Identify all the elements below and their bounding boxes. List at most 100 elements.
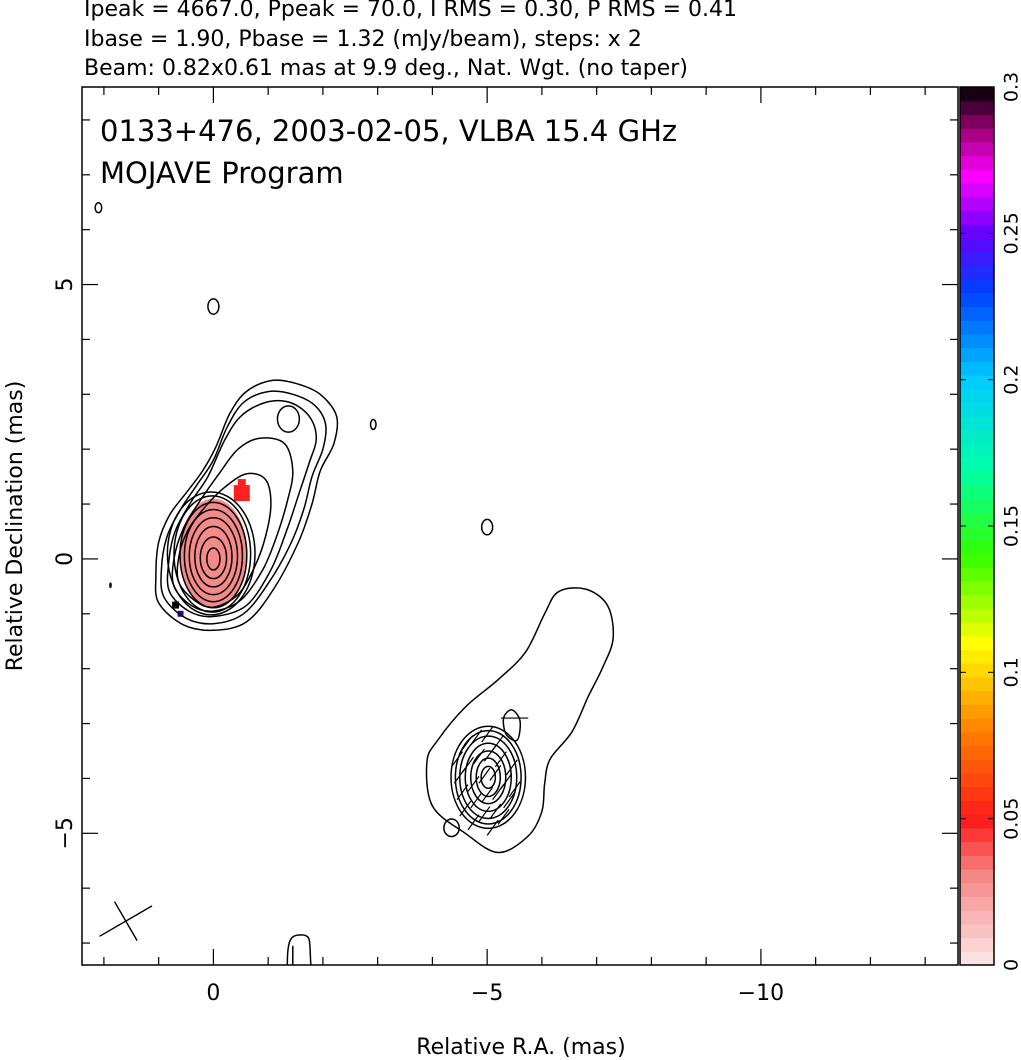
colorbar-segment bbox=[960, 402, 994, 417]
colorbar-segment bbox=[960, 800, 994, 815]
colorbar-segments bbox=[960, 87, 994, 966]
colorbar-segment bbox=[960, 183, 994, 198]
core-contour bbox=[183, 508, 244, 603]
header-line-3: Beam: 0.82x0.61 mas at 9.9 deg., Nat. Wg… bbox=[84, 56, 688, 81]
colorbar-segment bbox=[960, 622, 994, 637]
colorbar-segment bbox=[960, 306, 994, 321]
colorbar-segment bbox=[960, 745, 994, 760]
colorbar-segment bbox=[960, 827, 994, 843]
core-contour bbox=[199, 536, 228, 580]
colorbar-segment bbox=[960, 457, 994, 472]
polarized-core-region bbox=[179, 498, 248, 609]
jet-contour bbox=[160, 390, 327, 625]
knot-contour bbox=[480, 765, 497, 790]
evpa-vector bbox=[459, 737, 472, 754]
y-tick-label: 5 bbox=[53, 278, 78, 292]
colorbar-segment bbox=[960, 196, 994, 212]
evpa-vector bbox=[489, 803, 502, 820]
colorbar-tick-label: 0.2 bbox=[1001, 365, 1021, 395]
evpa-vector bbox=[462, 756, 474, 773]
header-line-2: Ibase = 1.90, Pbase = 1.32 (mJy/beam), s… bbox=[84, 27, 642, 52]
outer-contour-component bbox=[425, 587, 615, 854]
colorbar-segment bbox=[960, 731, 994, 747]
colorbar-segment bbox=[960, 841, 994, 856]
colorbar-segment bbox=[960, 347, 994, 362]
y-tick-label: −5 bbox=[53, 817, 78, 849]
contour-layer bbox=[94, 202, 615, 965]
knot-contour bbox=[464, 742, 512, 813]
polarization-layer bbox=[172, 479, 250, 617]
contour-island bbox=[480, 518, 494, 536]
colorbar-tick-label: 0.1 bbox=[1001, 657, 1021, 687]
beam-minor-axis bbox=[113, 901, 138, 941]
colorbar-segment bbox=[960, 663, 994, 678]
header-line-1: Ipeak = 4667.0, Ppeak = 70.0, I RMS = 0.… bbox=[84, 0, 737, 22]
colorbar-segment bbox=[960, 814, 994, 829]
polarization-edge-pixel bbox=[172, 601, 180, 609]
jet-contour bbox=[154, 379, 339, 632]
evpa-vector bbox=[467, 776, 480, 792]
colorbar-segment bbox=[960, 855, 994, 870]
y-axis-label: Relative Declination (mas) bbox=[3, 381, 28, 672]
colorbar-segment bbox=[960, 526, 994, 541]
plot-frame bbox=[81, 86, 959, 966]
evpa-vector bbox=[467, 814, 480, 831]
colorbar-segment bbox=[960, 718, 994, 733]
evpa-vector bbox=[459, 800, 472, 817]
knot-contour bbox=[450, 725, 527, 830]
colorbar-segment bbox=[960, 265, 994, 280]
colorbar-segment bbox=[960, 237, 994, 253]
colorbar-segment bbox=[960, 580, 994, 596]
evpa-vector bbox=[478, 806, 491, 822]
colorbar-segment bbox=[960, 567, 994, 582]
colorbar-segment bbox=[960, 882, 994, 898]
colorbar-segment bbox=[960, 471, 994, 486]
evpa-vector bbox=[481, 786, 494, 803]
colorbar-segment bbox=[960, 635, 994, 651]
jet-contour bbox=[176, 472, 272, 609]
colorbar-segment bbox=[960, 608, 994, 623]
x-tick-label: −10 bbox=[738, 981, 784, 1006]
colorbar-segment bbox=[960, 279, 994, 294]
x-tick-label: −5 bbox=[471, 981, 503, 1006]
axis-ticks: 0 −5 −10 5 0 −5 bbox=[53, 87, 958, 1006]
contour-island bbox=[369, 418, 377, 431]
colorbar-segment bbox=[960, 759, 994, 774]
knot-contour bbox=[443, 818, 460, 838]
evpa-vector bbox=[492, 784, 505, 801]
colorbar-segment bbox=[960, 443, 994, 459]
evpa-vector bbox=[472, 748, 485, 765]
evpa-vector bbox=[478, 767, 491, 784]
colorbar-tick-label: 0 bbox=[1001, 959, 1021, 971]
colorbar-segment bbox=[960, 512, 994, 527]
contour-island bbox=[109, 582, 112, 589]
colorbar-segment bbox=[960, 128, 994, 143]
colorbar-segment bbox=[960, 910, 994, 925]
evpa-vector bbox=[451, 751, 463, 768]
colorbar-segment bbox=[960, 704, 994, 719]
core-contour bbox=[194, 525, 233, 588]
colorbar-segment bbox=[960, 896, 994, 911]
colorbar-segment bbox=[960, 155, 994, 170]
x-axis-label: Relative R.A. (mas) bbox=[416, 1035, 625, 1060]
evpa-vector bbox=[494, 751, 507, 768]
evpa-vectors-layer bbox=[451, 717, 529, 836]
y-tick-label: 0 bbox=[53, 552, 78, 566]
colorbar: 0 0.05 0.1 0.15 0.2 0.25 0.3 bbox=[959, 72, 1021, 971]
jet-contour bbox=[166, 400, 318, 618]
evpa-vector bbox=[483, 745, 496, 762]
colorbar-segment bbox=[960, 375, 994, 390]
colorbar-segment bbox=[960, 141, 994, 157]
colorbar-segment bbox=[960, 114, 994, 129]
colorbar-segment bbox=[960, 224, 994, 239]
knot-contour bbox=[459, 735, 518, 820]
evpa-vector bbox=[508, 781, 521, 798]
x-tick-label: 0 bbox=[206, 981, 220, 1006]
program-annotation: MOJAVE Program bbox=[100, 156, 344, 190]
colorbar-segment bbox=[960, 690, 994, 705]
evpa-vector bbox=[503, 792, 516, 809]
evpa-vector bbox=[497, 808, 510, 825]
colorbar-segment bbox=[960, 786, 994, 801]
evpa-vector bbox=[486, 819, 499, 836]
